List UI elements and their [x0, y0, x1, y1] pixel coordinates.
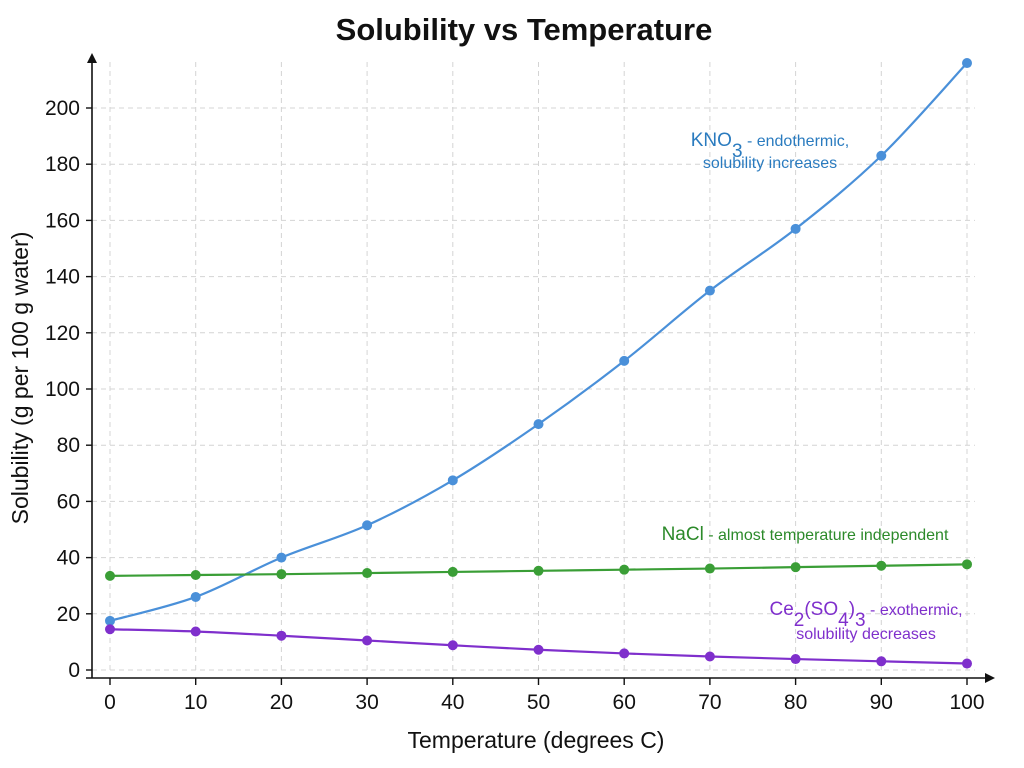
chart-title: Solubility vs Temperature	[336, 12, 713, 47]
x-tick-label: 10	[184, 691, 207, 714]
ce2so43-data-point	[619, 648, 630, 659]
kno3-annotation-line2: solubility increases	[703, 155, 837, 172]
nacl-data-point	[362, 568, 373, 579]
kno3-data-point	[533, 419, 544, 430]
ticks-layer: 0 10 20 30 40 50 60 70 80 90 100 0 20 40 60 80 100 120 140…	[45, 97, 985, 714]
ce2so43-data-point	[447, 640, 458, 651]
y-axis-label: Solubility (g per 100 g water)	[7, 232, 33, 525]
nacl-annotation-line1: NaCl - almost temperature independent	[662, 524, 949, 545]
kno3-data-point	[704, 285, 715, 296]
y-tick-label: 100	[45, 378, 80, 401]
ce2so43-data-point	[704, 651, 715, 662]
y-tick-label: 0	[68, 659, 80, 682]
nacl-data-point	[704, 563, 715, 574]
y-tick-label: 120	[45, 322, 80, 345]
ce2so43-data-point	[105, 624, 115, 635]
nacl-annotation: NaCl - almost temperature independent	[662, 524, 949, 545]
kno3-data-point	[447, 475, 458, 486]
nacl-data-point	[533, 565, 544, 576]
ce2so43-data-point	[962, 658, 972, 669]
y-tick-label: 40	[57, 547, 80, 570]
grid-layer	[92, 62, 975, 671]
ce2so43-data-point	[190, 626, 201, 637]
x-tick-label: 70	[698, 691, 721, 714]
ce2so43-data-point	[533, 644, 544, 655]
x-tick-label: 20	[270, 691, 293, 714]
x-tick-label: 50	[527, 691, 550, 714]
ce2so43-data-point	[362, 635, 373, 646]
x-tick-label: 100	[949, 691, 984, 714]
y-tick-label: 60	[57, 490, 80, 513]
x-tick-label: 0	[104, 691, 116, 714]
ce2so43-annotation: Ce2(SO4)3 - exothermic,solubility decrea…	[769, 599, 962, 643]
kno3-data-point	[105, 615, 115, 626]
ce2so43-data-point	[876, 656, 887, 667]
ce2so43-data-point	[276, 630, 287, 641]
kno3-data-point	[876, 150, 887, 161]
x-axis-label: Temperature (degrees C)	[408, 727, 665, 753]
y-tick-label: 140	[45, 266, 80, 289]
y-tick-label: 200	[45, 97, 80, 120]
y-tick-label: 80	[57, 434, 80, 457]
kno3-data-point	[962, 58, 972, 69]
kno3-series-line	[109, 62, 968, 622]
x-tick-label: 90	[870, 691, 893, 714]
x-tick-label: 80	[784, 691, 807, 714]
x-tick-label: 40	[441, 691, 464, 714]
nacl-data-point	[962, 559, 972, 570]
ce2so43-annotation-line2: solubility decreases	[796, 626, 936, 643]
series-layer	[105, 58, 972, 669]
y-tick-label: 160	[45, 209, 80, 232]
y-tick-label: 180	[45, 153, 80, 176]
kno3-data-point	[619, 355, 630, 366]
nacl-data-point	[105, 570, 115, 581]
ce2so43-annotation-line1: Ce2(SO4)3 - exothermic,	[769, 599, 962, 631]
nacl-data-point	[790, 562, 801, 573]
y-tick-label: 20	[57, 603, 80, 626]
kno3-annotation-line1: KNO3 - endothermic,	[691, 130, 849, 162]
kno3-data-point	[190, 591, 201, 602]
kno3-data-point	[790, 223, 801, 234]
nacl-data-point	[876, 560, 887, 571]
nacl-data-point	[190, 570, 201, 581]
kno3-annotation: KNO3 - endothermic,solubility increases	[691, 130, 849, 172]
nacl-data-point	[447, 566, 458, 577]
nacl-data-point	[619, 564, 630, 575]
kno3-data-point	[362, 520, 373, 531]
nacl-data-point	[276, 569, 287, 580]
kno3-data-point	[276, 552, 287, 563]
x-tick-label: 60	[613, 691, 636, 714]
annotations-layer: KNO3 - endothermic,solubility increases N…	[662, 130, 963, 643]
ce2so43-data-point	[790, 654, 801, 665]
x-tick-label: 30	[355, 691, 378, 714]
